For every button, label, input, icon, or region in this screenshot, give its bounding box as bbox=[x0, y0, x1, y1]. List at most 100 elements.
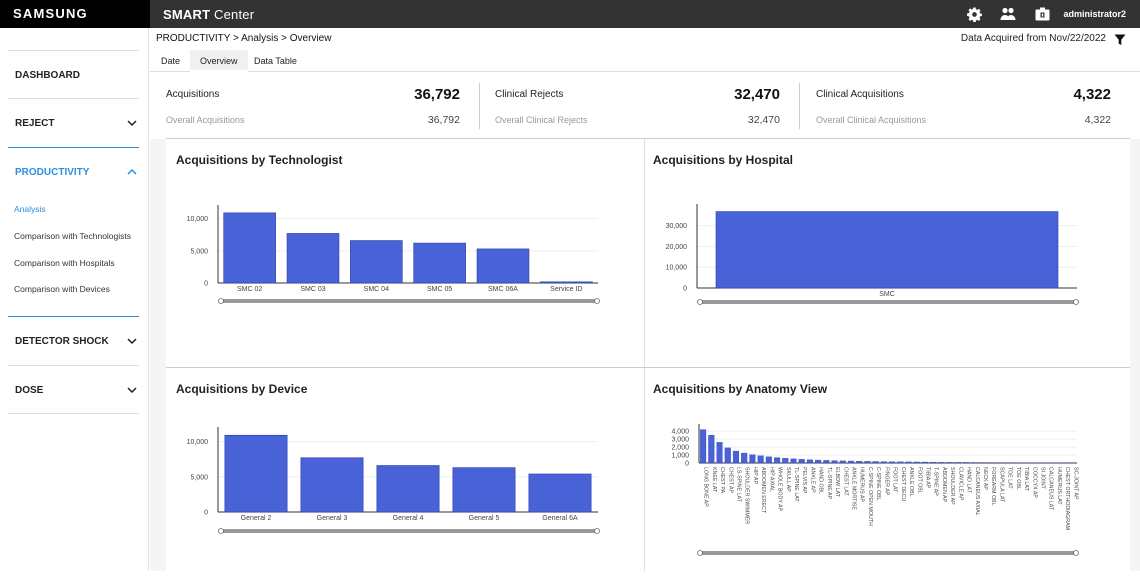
submenu-comparison-hospitals[interactable]: Comparison with Hospitals bbox=[14, 258, 115, 268]
bar bbox=[980, 462, 986, 463]
chevron-down-icon bbox=[125, 116, 139, 130]
x-tick-label: SI JOINT bbox=[1040, 467, 1046, 490]
kpi-value: 32,470 bbox=[734, 86, 780, 103]
sidebar-item-dashboard[interactable]: DASHBOARD bbox=[15, 68, 139, 82]
x-tick-label: NECK AP bbox=[982, 467, 988, 490]
scrollbar-handle-right bbox=[595, 529, 600, 534]
y-tick-label: 2,000 bbox=[671, 445, 689, 452]
top-bar: SAMSUNG SMART Center administrator2 bbox=[0, 0, 1140, 28]
x-tick-label: SKULL AP bbox=[785, 467, 791, 492]
bar bbox=[939, 462, 945, 463]
bar bbox=[791, 459, 797, 463]
chart-scrollbar bbox=[699, 300, 1077, 304]
kpi-label: Acquisitions bbox=[166, 89, 219, 100]
submenu-comparison-technologists[interactable]: Comparison with Technologists bbox=[14, 231, 131, 241]
y-tick-label: 0 bbox=[685, 461, 689, 468]
users-icon[interactable] bbox=[991, 0, 1025, 28]
main-area: PRODUCTIVITY > Analysis > Overview Data … bbox=[150, 28, 1140, 571]
x-tick-label: HAND LAT bbox=[966, 467, 972, 494]
bar bbox=[955, 462, 961, 463]
bar bbox=[717, 442, 723, 463]
x-tick-label: LONG BONE AP bbox=[703, 467, 709, 507]
submenu-analysis[interactable]: Analysis bbox=[14, 204, 46, 214]
bar bbox=[414, 243, 466, 283]
bar bbox=[700, 430, 706, 463]
x-tick-label: SMC 03 bbox=[300, 286, 325, 293]
bar bbox=[750, 455, 756, 463]
x-tick-label: CHEST LAT bbox=[842, 467, 848, 496]
sidebar-divider bbox=[8, 50, 139, 51]
tab-overview[interactable]: Overview bbox=[190, 50, 248, 72]
chevron-up-icon bbox=[125, 165, 139, 179]
y-tick-label: 0 bbox=[683, 286, 687, 293]
y-tick-label: 10,000 bbox=[666, 265, 688, 272]
chart-title: Acquisitions by Hospital bbox=[653, 153, 793, 167]
chart-scrollbar bbox=[220, 529, 598, 533]
x-tick-label: TOE LAT bbox=[1007, 467, 1013, 489]
y-tick-label: 4,000 bbox=[671, 429, 689, 436]
x-tick-label: General 3 bbox=[317, 515, 348, 522]
y-tick-label: 10,000 bbox=[187, 216, 209, 223]
y-tick-label: 20,000 bbox=[666, 244, 688, 251]
bar bbox=[377, 466, 439, 512]
bar bbox=[889, 462, 895, 463]
scrollbar-handle-right bbox=[1074, 300, 1079, 305]
bar bbox=[930, 462, 936, 463]
tab-data-table[interactable]: Data Table bbox=[244, 50, 307, 72]
kpi-label: Clinical Acquisitions bbox=[816, 89, 904, 100]
scrollbar-handle-left bbox=[219, 529, 224, 534]
bar bbox=[477, 249, 529, 283]
x-tick-label: SMC 06A bbox=[488, 286, 518, 293]
x-tick-label: TIBIA LAT bbox=[1023, 467, 1029, 492]
x-tick-label: ANKLE AP bbox=[809, 467, 815, 493]
kpi-sub-value: 36,792 bbox=[428, 114, 460, 126]
x-tick-label: General 4 bbox=[393, 515, 424, 522]
sidebar-item-reject[interactable]: REJECT bbox=[15, 116, 139, 130]
tab-date[interactable]: Date bbox=[151, 50, 190, 72]
bar bbox=[733, 451, 739, 463]
x-tick-label: HIP AXIAL bbox=[768, 467, 774, 492]
x-tick-label: HUMERUS LAT bbox=[1056, 467, 1062, 505]
x-tick-label: Service ID bbox=[550, 286, 582, 293]
kpi-value: 36,792 bbox=[414, 86, 460, 103]
bar bbox=[799, 459, 805, 463]
x-tick-label: SMC 04 bbox=[364, 286, 389, 293]
sidebar-item-dose[interactable]: DOSE bbox=[15, 383, 139, 397]
bar bbox=[807, 460, 813, 463]
bar bbox=[832, 461, 838, 463]
x-tick-label: C-SPINE OBL bbox=[875, 467, 881, 501]
x-tick-label: PELVIS AP bbox=[801, 467, 807, 494]
submenu-comparison-devices[interactable]: Comparison with Devices bbox=[14, 284, 110, 294]
x-tick-label: SMC bbox=[879, 291, 895, 298]
x-tick-label: CLAVICLE AP bbox=[957, 467, 963, 501]
sidebar-item-productivity[interactable]: PRODUCTIVITY bbox=[15, 165, 139, 179]
x-tick-label: WHOLE BODY AP bbox=[777, 467, 783, 512]
x-tick-label: ELBOW LAT bbox=[834, 467, 840, 498]
breadcrumb: PRODUCTIVITY > Analysis > Overview bbox=[156, 33, 331, 44]
filter-icon[interactable] bbox=[1114, 33, 1126, 45]
bar bbox=[224, 213, 276, 283]
content-area: Acquisitions 36,792 Overall Acquisitions… bbox=[150, 73, 1140, 571]
scrollbar-handle-left bbox=[698, 551, 703, 556]
bar bbox=[963, 462, 969, 463]
x-tick-label: FOOT OBL bbox=[916, 467, 922, 494]
sidebar-divider bbox=[8, 365, 139, 366]
sidebar-divider bbox=[8, 147, 139, 148]
sidebar: DASHBOARD REJECT PRODUCTIVITY Analysis C… bbox=[0, 28, 149, 571]
app-bar: SMART Center administrator2 bbox=[150, 0, 1140, 28]
x-tick-label: HAND OBL bbox=[818, 467, 824, 494]
user-name[interactable]: administrator2 bbox=[1063, 9, 1126, 19]
kpi-sub-value: 4,322 bbox=[1085, 114, 1111, 126]
bar bbox=[848, 461, 854, 463]
chevron-down-icon bbox=[125, 383, 139, 397]
x-tick-label: ABDOMEN AP bbox=[941, 467, 947, 502]
sidebar-item-detector-shock[interactable]: DETECTOR SHOCK bbox=[15, 334, 139, 348]
device-icon[interactable] bbox=[1025, 0, 1059, 28]
sidebar-divider bbox=[8, 316, 139, 317]
bar bbox=[350, 241, 402, 283]
scrollbar-handle-right bbox=[1074, 551, 1079, 556]
x-tick-label: FOOT LAT bbox=[892, 467, 898, 493]
gear-icon[interactable] bbox=[957, 0, 991, 28]
